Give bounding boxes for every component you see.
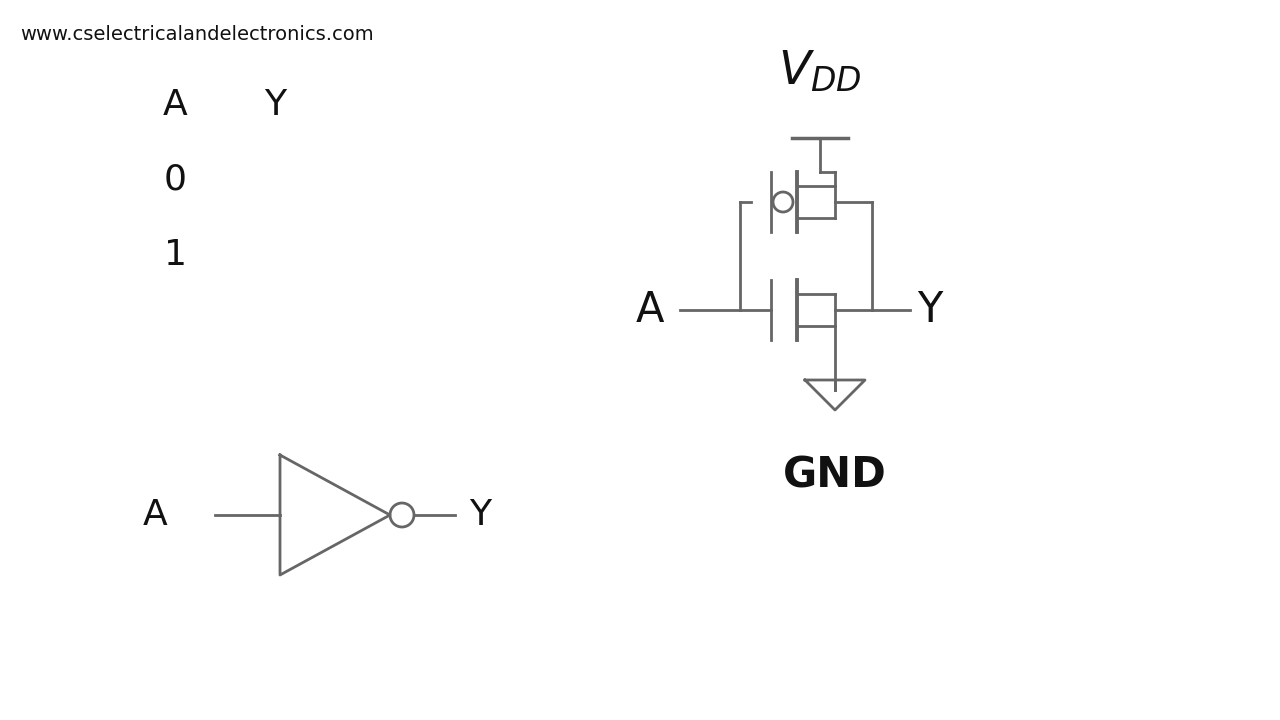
Text: Y: Y — [468, 498, 492, 532]
Text: A: A — [636, 289, 664, 331]
Text: www.cselectricalandelectronics.com: www.cselectricalandelectronics.com — [20, 25, 374, 44]
Text: 0: 0 — [164, 163, 187, 197]
Text: A: A — [142, 498, 168, 532]
Text: Y: Y — [918, 289, 942, 331]
Text: 1: 1 — [164, 238, 187, 272]
Text: GND: GND — [783, 455, 887, 497]
Text: $V_{DD}$: $V_{DD}$ — [778, 50, 861, 95]
Text: Y: Y — [264, 88, 285, 122]
Text: A: A — [163, 88, 187, 122]
